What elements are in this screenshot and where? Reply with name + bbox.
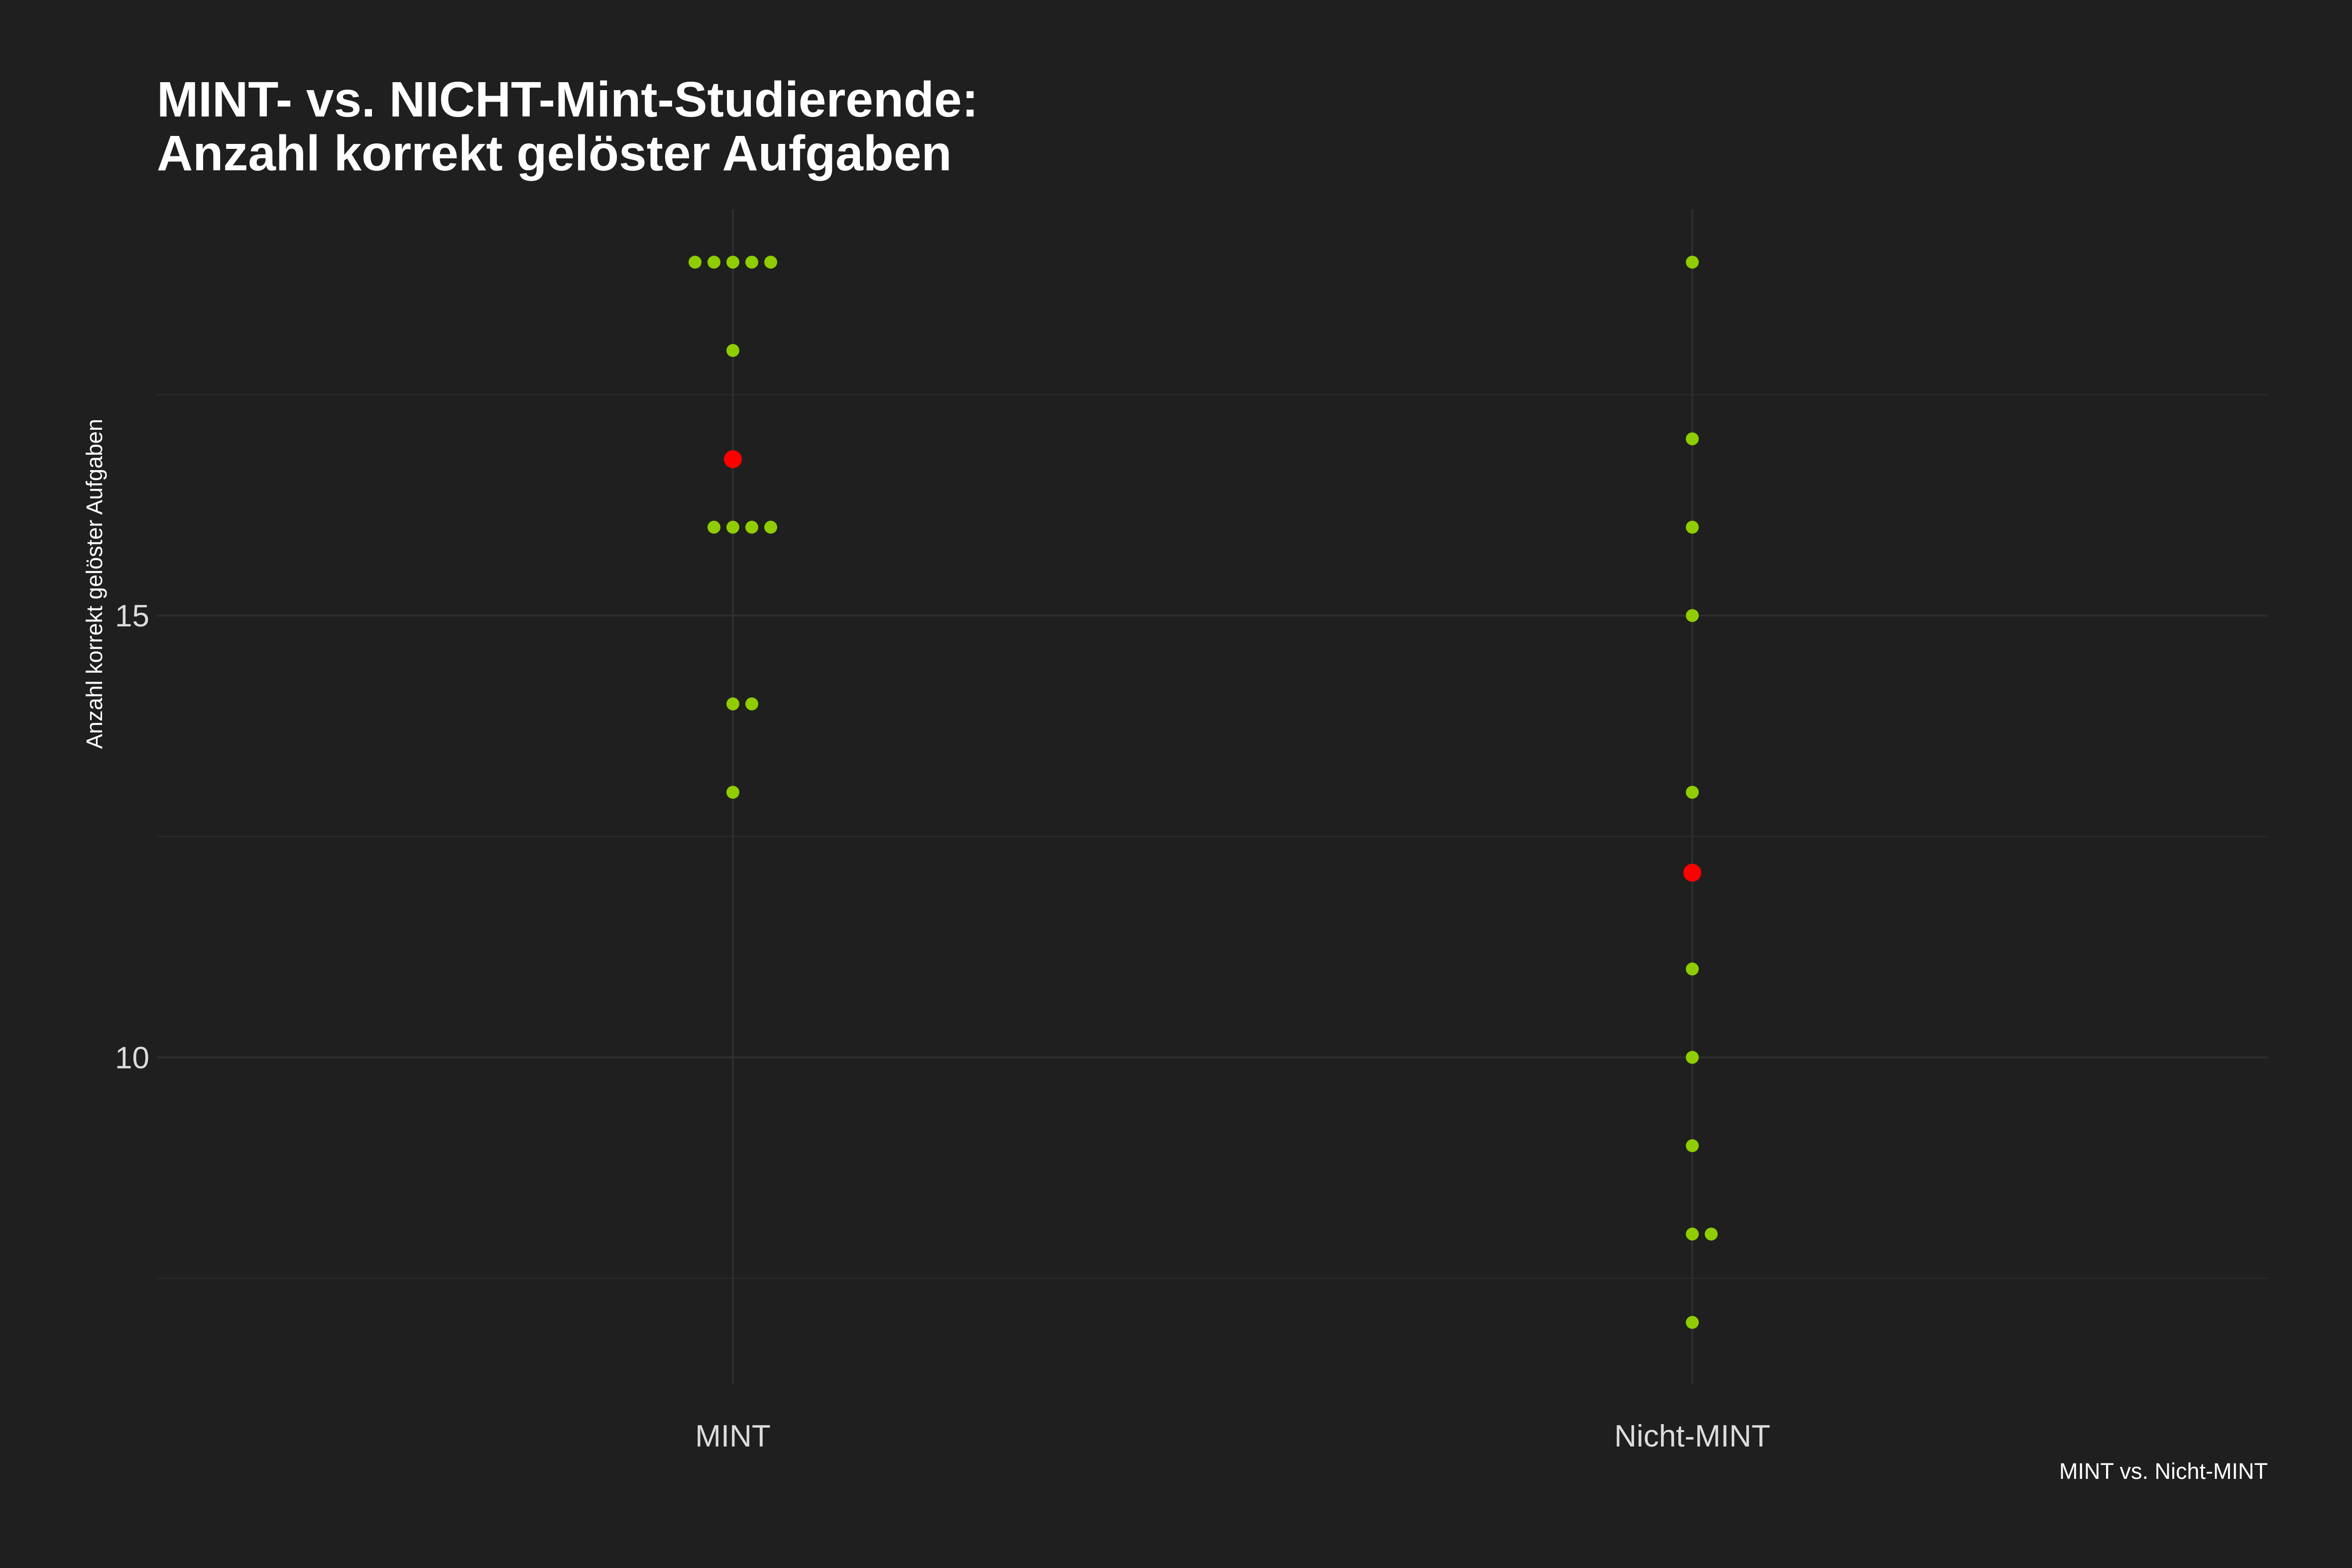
data-point <box>745 255 758 269</box>
data-point <box>1686 1316 1699 1329</box>
data-point <box>726 255 739 269</box>
data-point <box>1686 1227 1699 1241</box>
x-tick-label: Nicht-MINT <box>1614 1419 1770 1453</box>
data-point <box>1686 255 1699 269</box>
data-point <box>1686 520 1699 534</box>
y-tick-label: 10 <box>115 1041 149 1075</box>
chart-title: MINT- vs. NICHT-Mint-Studierende: <box>157 72 978 127</box>
data-point <box>707 255 720 269</box>
data-point <box>689 255 702 269</box>
data-point <box>1705 1227 1718 1241</box>
data-point <box>1686 786 1699 799</box>
mean-points <box>724 450 1701 882</box>
data-point <box>1686 1051 1699 1064</box>
data-point <box>726 344 739 357</box>
data-point <box>764 255 777 269</box>
data-points <box>689 255 1718 1329</box>
mean-point <box>724 450 742 469</box>
data-point <box>1686 963 1699 976</box>
x-axis-title: MINT vs. Nicht-MINT <box>2059 1458 2268 1484</box>
data-point <box>764 520 777 534</box>
data-point <box>707 520 720 534</box>
data-point <box>726 697 739 711</box>
y-tick-label: 15 <box>115 599 149 633</box>
data-point <box>1686 432 1699 446</box>
data-point <box>745 697 758 711</box>
data-point <box>726 520 739 534</box>
chart-subtitle: Anzahl korrekt gelöster Aufgaben <box>157 125 952 181</box>
x-tick-label: MINT <box>695 1419 771 1453</box>
data-point <box>726 786 739 799</box>
mean-point <box>1683 863 1701 882</box>
data-point <box>745 520 758 534</box>
grid <box>157 209 2268 1384</box>
data-point <box>1686 609 1699 622</box>
y-axis-title: Anzahl korrekt gelöster Aufgaben <box>82 419 107 749</box>
data-point <box>1686 1139 1699 1152</box>
